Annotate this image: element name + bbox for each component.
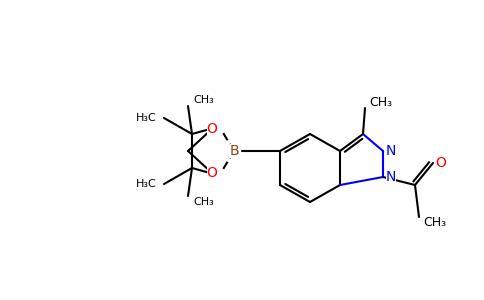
Text: O: O [207,122,217,136]
Text: H₃C: H₃C [136,179,156,189]
Text: N: N [386,170,396,184]
Text: O: O [436,156,446,170]
Text: H₃C: H₃C [136,113,156,123]
Text: CH₃: CH₃ [424,217,447,230]
Text: N: N [386,144,396,158]
Text: CH₃: CH₃ [194,95,214,105]
Text: O: O [207,166,217,180]
Text: B: B [229,144,239,158]
Text: CH₃: CH₃ [194,197,214,207]
Text: CH₃: CH₃ [369,95,393,109]
